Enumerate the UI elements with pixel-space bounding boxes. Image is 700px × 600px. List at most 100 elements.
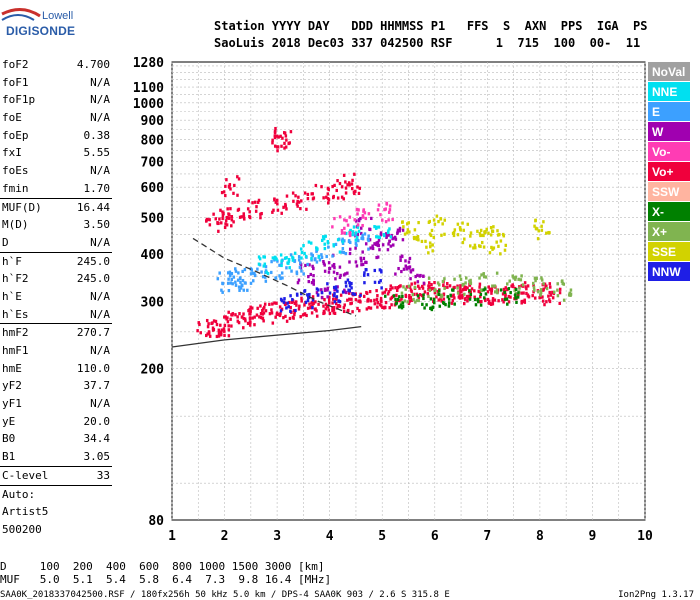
echo-point: [237, 285, 241, 289]
echo-point: [549, 293, 553, 297]
echo-point: [400, 220, 404, 224]
echo-point: [311, 254, 314, 258]
echo-point: [439, 293, 443, 297]
param-value: N/A: [90, 164, 110, 178]
echo-point: [409, 277, 412, 281]
param-value: 270.7: [76, 326, 110, 340]
echo-point: [323, 297, 326, 302]
echo-point: [441, 222, 444, 226]
echo-point: [243, 217, 246, 221]
echo-point: [237, 271, 240, 275]
echo-point: [461, 240, 465, 245]
echo-point: [480, 240, 484, 245]
echo-point: [332, 262, 336, 267]
echo-point: [484, 229, 487, 234]
echo-point: [507, 287, 511, 291]
echo-point: [395, 293, 398, 297]
auto-row: 500200: [0, 521, 112, 539]
echo-point: [356, 185, 359, 189]
echo-point: [227, 213, 231, 217]
echo-point: [270, 311, 274, 315]
echo-point: [217, 334, 221, 338]
echo-point: [324, 302, 328, 306]
echo-point: [342, 173, 346, 177]
echo-point: [400, 297, 403, 301]
echo-point: [452, 233, 456, 238]
echo-point: [229, 281, 233, 285]
echo-point: [376, 240, 380, 245]
echo-point: [504, 243, 508, 247]
x-tick-label: 5: [378, 529, 386, 544]
echo-point: [336, 179, 339, 183]
echo-point: [234, 280, 237, 284]
echo-point: [369, 246, 372, 250]
echo-point: [280, 259, 283, 263]
echo-point: [367, 247, 370, 251]
echo-point: [320, 253, 323, 257]
echo-point: [345, 290, 348, 295]
auto-code: 500200: [2, 522, 42, 536]
echo-point: [263, 255, 267, 259]
echo-point: [323, 288, 327, 292]
echo-point: [253, 323, 256, 327]
echo-point: [354, 231, 358, 235]
echo-point: [359, 226, 363, 230]
echo-point: [492, 246, 496, 250]
echo-point: [411, 293, 415, 297]
echo-point: [216, 221, 219, 226]
echo-point: [424, 239, 427, 243]
param-row: foE N/A: [0, 109, 112, 127]
echo-point: [316, 293, 320, 297]
param-value: 5.55: [83, 146, 111, 160]
echo-point: [394, 297, 397, 301]
echo-point: [333, 288, 336, 292]
echo-point: [216, 277, 220, 281]
echo-point: [256, 200, 260, 204]
echo-point: [398, 229, 401, 233]
echo-point: [468, 289, 471, 293]
echo-point: [345, 219, 348, 223]
echo-point: [287, 305, 290, 309]
echo-point: [236, 319, 240, 323]
echo-point: [389, 235, 393, 239]
echo-point: [442, 283, 445, 288]
echo-point: [360, 259, 363, 263]
echo-point: [293, 301, 297, 305]
echo-point: [333, 266, 336, 270]
echo-point: [404, 287, 407, 291]
echo-point: [287, 257, 291, 262]
echo-point: [251, 279, 255, 283]
echo-point: [243, 267, 247, 272]
echo-point: [505, 297, 509, 301]
echo-point: [300, 269, 303, 273]
echo-point: [510, 284, 513, 288]
echo-point: [297, 258, 301, 262]
echo-point: [356, 208, 360, 212]
echo-point: [406, 228, 410, 232]
echo-point: [410, 298, 414, 302]
echo-point: [391, 286, 394, 290]
echo-point: [342, 309, 346, 314]
echo-point: [397, 305, 401, 309]
echo-point: [407, 221, 410, 225]
echo-point: [300, 296, 303, 300]
echo-point: [404, 259, 407, 263]
echo-point: [348, 233, 352, 238]
echo-point: [298, 304, 301, 308]
echo-point: [325, 254, 328, 259]
echo-point: [483, 275, 486, 279]
echo-point: [415, 298, 419, 302]
echo-point: [234, 283, 238, 287]
echo-point: [466, 222, 470, 226]
echo-point: [336, 306, 339, 310]
echo-point: [257, 255, 261, 259]
echo-point: [517, 293, 520, 297]
echo-point: [542, 287, 545, 291]
echo-point: [280, 144, 283, 148]
echo-point: [278, 274, 281, 278]
echo-point: [388, 227, 391, 231]
echo-point: [381, 218, 384, 222]
echo-point: [259, 304, 262, 308]
echo-point: [277, 135, 280, 139]
echo-point: [238, 215, 242, 219]
